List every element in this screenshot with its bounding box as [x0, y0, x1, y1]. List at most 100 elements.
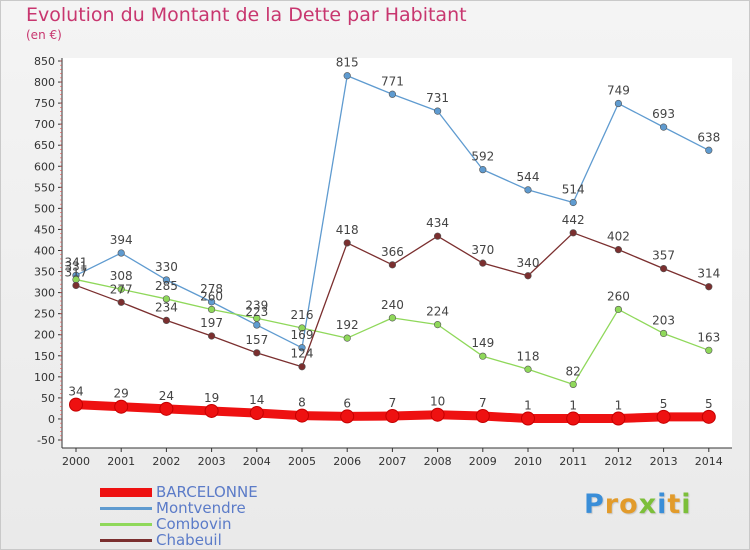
data-point	[340, 409, 355, 424]
data-point	[343, 72, 351, 80]
data-point	[614, 246, 623, 254]
y-tick-label: 550	[34, 181, 55, 194]
data-point	[208, 305, 216, 314]
data-point	[611, 411, 626, 426]
x-tick-label: 2001	[107, 455, 135, 468]
y-tick-label: 850	[34, 55, 55, 68]
logo-letter: i	[657, 489, 668, 520]
data-label: 7	[389, 396, 397, 410]
y-tick-label: 250	[34, 308, 55, 321]
data-point	[614, 99, 623, 108]
data-point	[659, 123, 668, 131]
data-label: 239	[245, 298, 268, 312]
chart-title: Evolution du Montant de la Dette par Hab…	[26, 4, 467, 26]
data-label: 260	[607, 289, 630, 303]
y-tick-label: 450	[34, 223, 55, 236]
data-point	[253, 349, 261, 357]
logo-letter: r	[604, 489, 620, 520]
logo-letter: o	[619, 489, 639, 520]
data-point	[475, 408, 490, 423]
data-point	[162, 316, 170, 325]
data-label: 34	[68, 385, 83, 399]
data-label: 638	[697, 130, 720, 144]
data-label: 19	[204, 391, 219, 405]
data-label: 402	[607, 230, 630, 244]
x-tick-label: 2002	[152, 455, 180, 468]
data-label: 223	[245, 305, 268, 319]
data-label: 544	[517, 170, 540, 184]
legend-label: Combovin	[156, 515, 232, 533]
data-label: 197	[200, 316, 223, 330]
y-tick-label: 300	[34, 287, 55, 300]
data-label: 6	[343, 396, 351, 410]
data-point	[569, 198, 577, 207]
x-tick-label: 2009	[469, 455, 497, 468]
data-label: 203	[652, 313, 675, 327]
plot-area	[62, 58, 732, 448]
data-point	[479, 166, 487, 174]
x-tick-label: 2011	[559, 455, 587, 468]
data-point	[524, 272, 532, 280]
y-tick-label: 350	[34, 266, 55, 279]
data-label: 341	[65, 255, 88, 269]
data-point	[117, 249, 125, 257]
data-point	[343, 334, 351, 342]
data-label: 163	[697, 330, 720, 344]
data-point	[656, 409, 671, 424]
data-label: 308	[110, 269, 133, 283]
data-point	[569, 380, 577, 389]
x-tick-label: 2008	[424, 455, 452, 468]
data-point	[659, 265, 668, 273]
data-label: 240	[381, 298, 404, 312]
x-tick-label: 2005	[288, 455, 316, 468]
data-point	[159, 401, 174, 416]
data-point	[114, 399, 129, 414]
data-label: 357	[652, 249, 675, 263]
data-point	[298, 324, 306, 332]
legend-label: Chabeuil	[156, 531, 222, 549]
data-point	[298, 363, 306, 371]
data-point	[72, 281, 80, 290]
x-tick-label: 2013	[650, 455, 678, 468]
data-label: 1	[615, 399, 623, 413]
proxiti-logo: Proxiti	[584, 489, 692, 520]
data-point	[705, 283, 713, 291]
y-tick-label: 150	[34, 350, 55, 363]
logo-letter: P	[584, 489, 605, 520]
data-label: 5	[705, 397, 713, 411]
data-point	[566, 411, 581, 426]
data-point	[295, 408, 309, 423]
legend-swatch	[100, 507, 152, 510]
x-tick-label: 2004	[243, 455, 271, 468]
data-label: 82	[566, 364, 581, 378]
data-point	[524, 365, 532, 373]
logo-letter: i	[681, 489, 692, 520]
y-tick-label: 650	[34, 139, 55, 152]
data-label: 314	[697, 267, 720, 281]
y-tick-label: 750	[34, 97, 55, 110]
x-tick-label: 2014	[695, 455, 723, 468]
data-label: 442	[562, 213, 585, 227]
data-point	[385, 408, 400, 423]
data-label: 1	[569, 399, 577, 413]
data-point	[253, 321, 261, 329]
data-label: 394	[110, 233, 133, 247]
data-point	[701, 409, 716, 424]
data-point	[117, 298, 125, 306]
data-label: 815	[336, 56, 359, 70]
data-label: 331	[65, 260, 88, 274]
legend-swatch	[100, 523, 152, 526]
y-tick-label: 0	[48, 413, 55, 426]
y-tick-label: 100	[34, 371, 55, 384]
data-label: 24	[159, 389, 174, 403]
data-point	[659, 329, 668, 338]
data-label: 749	[607, 84, 630, 98]
data-label: 169	[291, 328, 314, 342]
data-point	[162, 295, 170, 303]
data-label: 418	[336, 223, 359, 237]
data-label: 8	[298, 396, 306, 410]
x-tick-label: 2003	[198, 455, 226, 468]
data-label: 260	[200, 289, 223, 303]
data-label: 234	[155, 300, 178, 314]
x-tick-label: 2010	[514, 455, 542, 468]
